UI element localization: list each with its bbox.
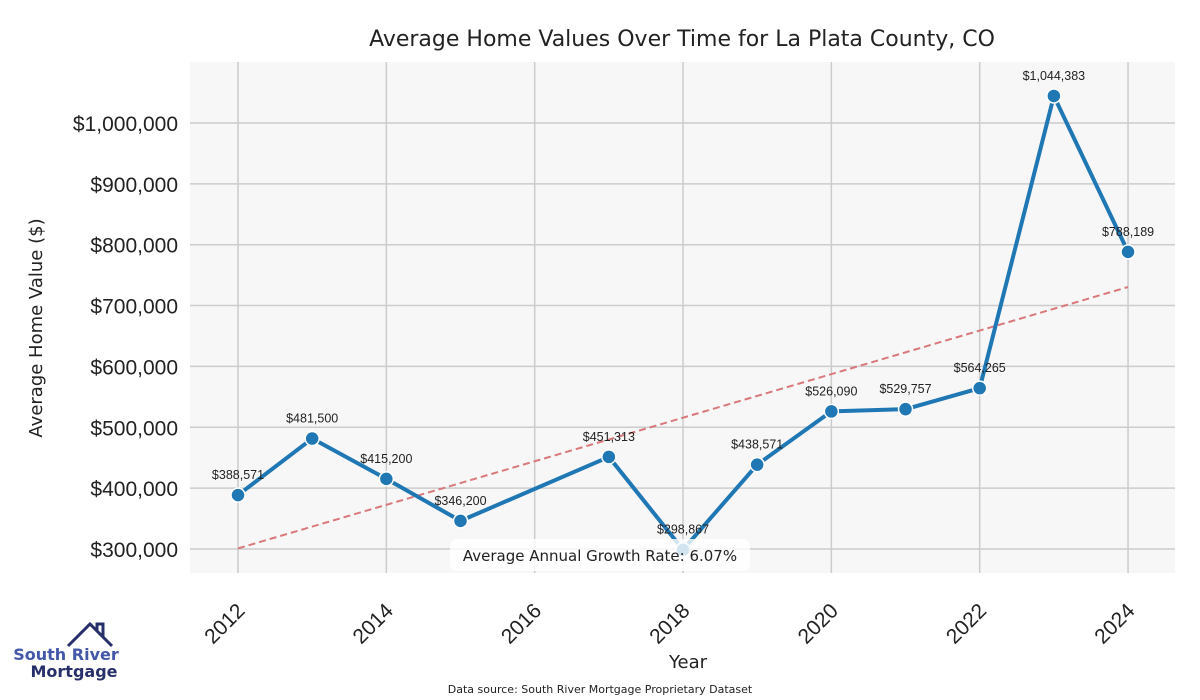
x-tick-label: 2014	[349, 599, 399, 649]
trend-line	[237, 286, 1129, 550]
data-point	[452, 513, 469, 529]
south-river-logo: South River Mortgage	[13, 621, 119, 681]
data-point	[1120, 244, 1136, 260]
data-label: $526,090	[805, 384, 857, 398]
y-tick-label: $900,000	[90, 174, 178, 197]
y-tick-label: $1,000,000	[73, 113, 178, 136]
data-label: $451,313	[583, 430, 635, 444]
x-tick-label: 2016	[497, 599, 546, 648]
data-point	[378, 471, 395, 487]
y-axis-label: Average Home Value ($)	[26, 218, 47, 437]
data-point	[823, 403, 840, 420]
x-tick-label: 2024	[1090, 599, 1140, 649]
data-point	[1046, 88, 1062, 104]
logo-line2: Mortgage	[30, 662, 117, 681]
data-point	[304, 430, 320, 447]
house-roof-icon	[66, 621, 114, 648]
data-label: $388,571	[212, 468, 264, 482]
y-tick-label: $300,000	[90, 539, 178, 562]
data-point	[971, 380, 988, 396]
data-label: $298,867	[657, 523, 709, 537]
y-tick-label: $700,000	[90, 296, 178, 319]
x-tick-label: 2018	[645, 599, 694, 648]
data-point	[601, 449, 617, 465]
data-label: $346,200	[434, 494, 486, 508]
x-tick-label: 2012	[200, 599, 249, 648]
y-tick-label: $600,000	[90, 356, 178, 379]
y-tick-label: $800,000	[90, 235, 178, 258]
data-label: $415,200	[360, 452, 412, 466]
data-label: $438,571	[731, 438, 783, 452]
x-tick-label: 2022	[942, 599, 991, 648]
x-axis-label: Year	[668, 652, 708, 673]
series-line	[236, 93, 1130, 552]
data-label: $529,757	[879, 382, 931, 396]
data-point	[897, 401, 914, 417]
data-label: $788,189	[1102, 225, 1154, 239]
growth-rate-annotation: Average Annual Growth Rate: 6.07%	[450, 539, 750, 571]
chart-title: Average Home Values Over Time for La Pla…	[369, 27, 995, 52]
x-tick-label: 2020	[794, 599, 843, 648]
y-tick-label: $400,000	[90, 478, 178, 501]
data-point	[749, 456, 765, 473]
data-label: $481,500	[286, 412, 338, 426]
logo-line1: South River	[13, 645, 119, 664]
y-tick-label: $500,000	[90, 417, 178, 440]
data-label: $564,265	[954, 361, 1006, 375]
data-source: Data source: South River Mortgage Propri…	[448, 683, 753, 696]
growth-rate-text: Average Annual Growth Rate: 6.07%	[463, 547, 737, 565]
data-point	[230, 487, 246, 503]
data-label: $1,044,383	[1023, 69, 1086, 83]
